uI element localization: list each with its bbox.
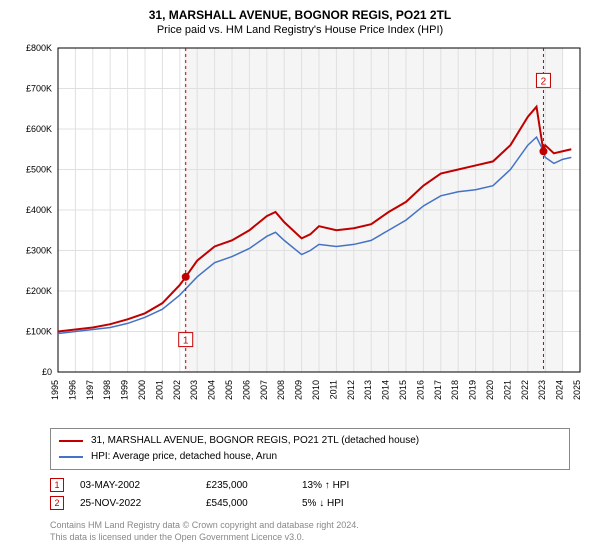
svg-text:£500K: £500K <box>26 165 52 175</box>
svg-text:2023: 2023 <box>537 380 547 400</box>
chart-svg: £0 £100K £200K £300K £400K £500K £600K £700K £80… <box>10 42 590 422</box>
sales-note-2: 5% ↓ HPI <box>302 498 344 509</box>
legend-label-property: 31, MARSHALL AVENUE, BOGNOR REGIS, PO21 … <box>91 433 419 449</box>
svg-text:2006: 2006 <box>241 380 251 400</box>
svg-text:2009: 2009 <box>294 380 304 400</box>
svg-text:£200K: £200K <box>26 286 52 296</box>
svg-text:2015: 2015 <box>398 380 408 400</box>
svg-text:1998: 1998 <box>102 380 112 400</box>
svg-text:2019: 2019 <box>468 380 478 400</box>
svg-text:2011: 2011 <box>328 380 338 399</box>
svg-text:2012: 2012 <box>346 380 356 400</box>
sales-row-1: 1 03-MAY-2002 £235,000 13% ↑ HPI <box>50 476 570 494</box>
svg-text:1999: 1999 <box>120 380 130 400</box>
svg-text:1996: 1996 <box>67 380 77 400</box>
legend-swatch-property <box>59 440 83 442</box>
svg-text:2004: 2004 <box>207 380 217 400</box>
sales-row-2: 2 25-NOV-2022 £545,000 5% ↓ HPI <box>50 494 570 512</box>
legend-label-hpi: HPI: Average price, detached house, Arun <box>91 449 277 465</box>
legend-swatch-hpi <box>59 456 83 458</box>
svg-text:2: 2 <box>541 76 547 87</box>
chart-container: 31, MARSHALL AVENUE, BOGNOR REGIS, PO21 … <box>0 0 600 560</box>
sales-table: 1 03-MAY-2002 £235,000 13% ↑ HPI 2 25-NO… <box>50 476 570 512</box>
svg-text:2008: 2008 <box>276 380 286 400</box>
svg-text:2016: 2016 <box>415 380 425 400</box>
legend: 31, MARSHALL AVENUE, BOGNOR REGIS, PO21 … <box>50 428 570 470</box>
footer-line1: Contains HM Land Registry data © Crown c… <box>50 520 570 532</box>
legend-item-hpi: HPI: Average price, detached house, Arun <box>59 449 561 465</box>
svg-text:2000: 2000 <box>137 380 147 400</box>
svg-text:2020: 2020 <box>485 380 495 400</box>
svg-text:1997: 1997 <box>85 380 95 400</box>
sales-price-2: £545,000 <box>206 498 286 509</box>
svg-text:£400K: £400K <box>26 205 52 215</box>
svg-text:2003: 2003 <box>189 380 199 400</box>
sales-date-1: 03-MAY-2002 <box>80 480 190 491</box>
svg-text:2022: 2022 <box>520 380 530 400</box>
svg-text:£700K: £700K <box>26 84 52 94</box>
sales-note-1: 13% ↑ HPI <box>302 480 349 491</box>
svg-text:2021: 2021 <box>502 380 512 400</box>
svg-text:2010: 2010 <box>311 380 321 400</box>
svg-text:1995: 1995 <box>50 380 60 400</box>
legend-item-property: 31, MARSHALL AVENUE, BOGNOR REGIS, PO21 … <box>59 433 561 449</box>
svg-text:2002: 2002 <box>172 380 182 400</box>
svg-text:2007: 2007 <box>259 380 269 400</box>
svg-text:2025: 2025 <box>572 380 582 400</box>
svg-text:2014: 2014 <box>381 380 391 400</box>
sales-marker-2: 2 <box>50 496 64 510</box>
svg-text:£800K: £800K <box>26 43 52 53</box>
svg-text:2013: 2013 <box>363 380 373 400</box>
footer: Contains HM Land Registry data © Crown c… <box>50 520 570 543</box>
sales-marker-1: 1 <box>50 478 64 492</box>
svg-text:£300K: £300K <box>26 246 52 256</box>
svg-text:1: 1 <box>183 336 189 347</box>
sales-price-1: £235,000 <box>206 480 286 491</box>
sales-date-2: 25-NOV-2022 <box>80 498 190 509</box>
svg-text:£100K: £100K <box>26 327 52 337</box>
svg-text:2005: 2005 <box>224 380 234 400</box>
svg-text:£600K: £600K <box>26 124 52 134</box>
footer-line2: This data is licensed under the Open Gov… <box>50 532 570 544</box>
chart-area: £0 £100K £200K £300K £400K £500K £600K £700K £80… <box>10 42 590 422</box>
svg-text:2017: 2017 <box>433 380 443 400</box>
chart-subtitle: Price paid vs. HM Land Registry's House … <box>0 22 600 42</box>
chart-title: 31, MARSHALL AVENUE, BOGNOR REGIS, PO21 … <box>0 0 600 22</box>
svg-text:2018: 2018 <box>450 380 460 400</box>
svg-text:£0: £0 <box>42 367 52 377</box>
svg-text:2024: 2024 <box>555 380 565 400</box>
svg-text:2001: 2001 <box>154 380 164 400</box>
